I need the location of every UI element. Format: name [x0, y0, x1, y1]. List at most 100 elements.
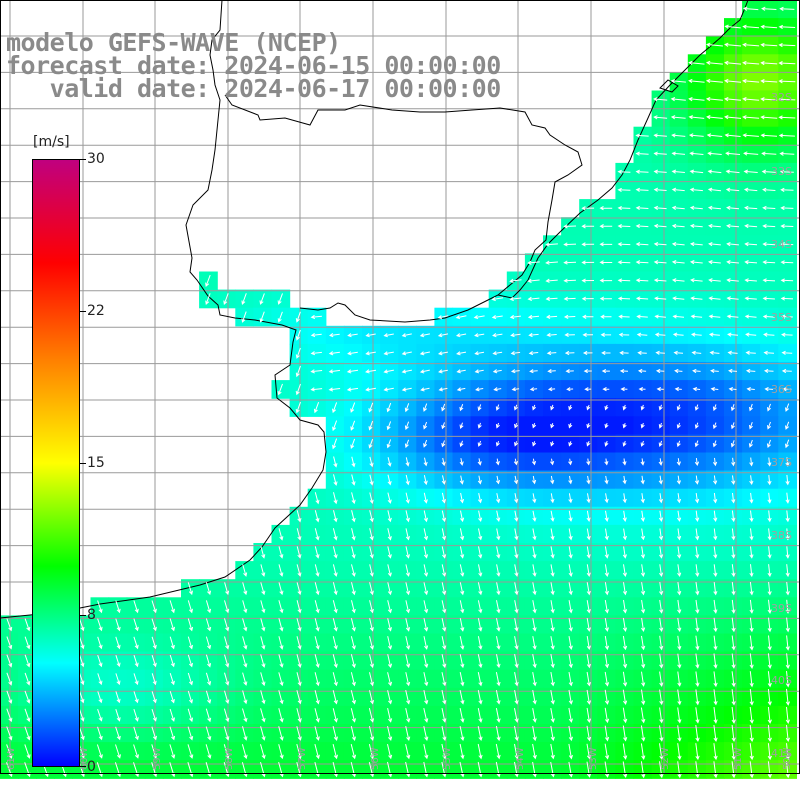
wind-arrow — [600, 332, 612, 337]
wind-arrow — [726, 296, 739, 301]
wind-arrow — [563, 278, 576, 283]
wind-arrow — [24, 636, 31, 650]
wind-arrow — [653, 205, 667, 211]
wind-arrow — [24, 690, 31, 704]
wind-arrow — [423, 689, 429, 705]
wind-arrow — [495, 761, 501, 778]
wind-arrow — [419, 351, 431, 356]
wind-arrow — [459, 458, 464, 466]
wind-arrow — [496, 636, 501, 650]
wind-arrow — [24, 654, 31, 668]
wind-arrow — [205, 708, 212, 723]
wind-arrow — [604, 618, 609, 632]
wind-arrow — [749, 671, 754, 688]
wind-arrow — [731, 564, 736, 578]
wind-arrow — [492, 369, 502, 374]
wind-arrow — [532, 510, 537, 522]
wind-arrow — [695, 599, 700, 614]
wind-arrow — [749, 725, 754, 743]
wind-arrow — [712, 422, 717, 430]
wind-arrow — [659, 599, 664, 614]
wind-arrow — [749, 743, 754, 761]
wind-arrow — [460, 510, 465, 523]
wind-arrow — [387, 492, 392, 504]
wind-arrow — [169, 708, 175, 722]
wind-arrow — [565, 368, 574, 374]
wind-arrow — [604, 440, 609, 447]
wind-arrow — [441, 475, 446, 485]
wind-arrow — [459, 654, 465, 669]
wind-arrow — [332, 546, 338, 559]
wind-arrow — [568, 636, 573, 651]
wind-arrow — [441, 457, 446, 467]
latitude-label: 39S — [771, 602, 792, 615]
wind-arrow — [260, 654, 266, 668]
wind-arrow — [387, 725, 393, 742]
wind-arrow — [332, 725, 338, 742]
wind-arrow — [760, 97, 778, 102]
wind-arrow — [742, 60, 760, 66]
wind-arrow — [785, 564, 790, 578]
wind-arrow — [636, 332, 648, 337]
wind-arrow — [441, 707, 447, 723]
wind-arrow — [509, 296, 522, 302]
wind-arrow — [726, 260, 739, 265]
wind-arrow — [676, 458, 681, 466]
wind-arrow — [133, 618, 139, 632]
wind-arrow — [604, 653, 610, 669]
colorbar-tick-label: 15 — [87, 455, 105, 471]
wind-arrow — [369, 492, 374, 505]
wind-arrow — [712, 404, 717, 412]
wind-arrow — [677, 761, 682, 779]
wind-arrow — [423, 672, 429, 687]
wind-arrow — [405, 457, 410, 467]
wind-arrow — [514, 528, 519, 541]
wind-arrow — [707, 205, 721, 210]
wind-arrow — [778, 42, 796, 48]
wind-arrow — [550, 743, 555, 760]
wind-arrow — [513, 475, 519, 485]
wind-arrow — [277, 293, 283, 305]
wind-arrow — [670, 78, 686, 84]
wind-arrow — [550, 546, 555, 559]
wind-arrow — [350, 402, 356, 413]
wind-arrow — [550, 725, 555, 742]
wind-arrow — [713, 761, 718, 779]
wind-arrow — [618, 314, 630, 319]
wind-arrow — [778, 61, 796, 66]
wind-arrow — [658, 493, 663, 504]
wind-arrow — [278, 600, 284, 614]
wind-arrow — [713, 671, 718, 688]
wind-arrow — [659, 671, 664, 687]
wind-arrow — [617, 224, 631, 229]
wind-arrow — [527, 278, 540, 283]
wind-arrow — [635, 205, 649, 211]
wind-arrow — [767, 546, 772, 559]
wind-arrow — [437, 315, 449, 320]
wind-arrow — [115, 673, 121, 686]
wind-arrow — [6, 744, 13, 759]
wind-arrow — [695, 617, 700, 633]
wind-arrow — [670, 97, 686, 102]
wind-arrow — [169, 726, 176, 741]
wind-arrow — [455, 315, 467, 320]
wind-arrow — [622, 564, 627, 578]
wind-arrow — [423, 528, 429, 541]
wind-arrow — [622, 689, 628, 706]
wind-arrow — [241, 744, 248, 760]
wind-arrow — [731, 457, 736, 467]
wind-arrow — [582, 332, 594, 337]
wind-arrow — [743, 187, 758, 192]
wind-arrow — [495, 422, 500, 429]
wind-arrow — [296, 743, 302, 760]
wind-arrow — [296, 582, 302, 596]
wind-arrow — [604, 423, 609, 429]
wind-arrow — [708, 260, 721, 265]
wind-arrow — [6, 690, 13, 704]
wind-arrow — [97, 654, 103, 668]
wind-arrow — [780, 205, 794, 211]
wind-arrow — [635, 278, 649, 283]
wind-arrow — [441, 689, 447, 705]
wind-arrow — [761, 169, 776, 174]
wind-arrow — [383, 369, 394, 374]
